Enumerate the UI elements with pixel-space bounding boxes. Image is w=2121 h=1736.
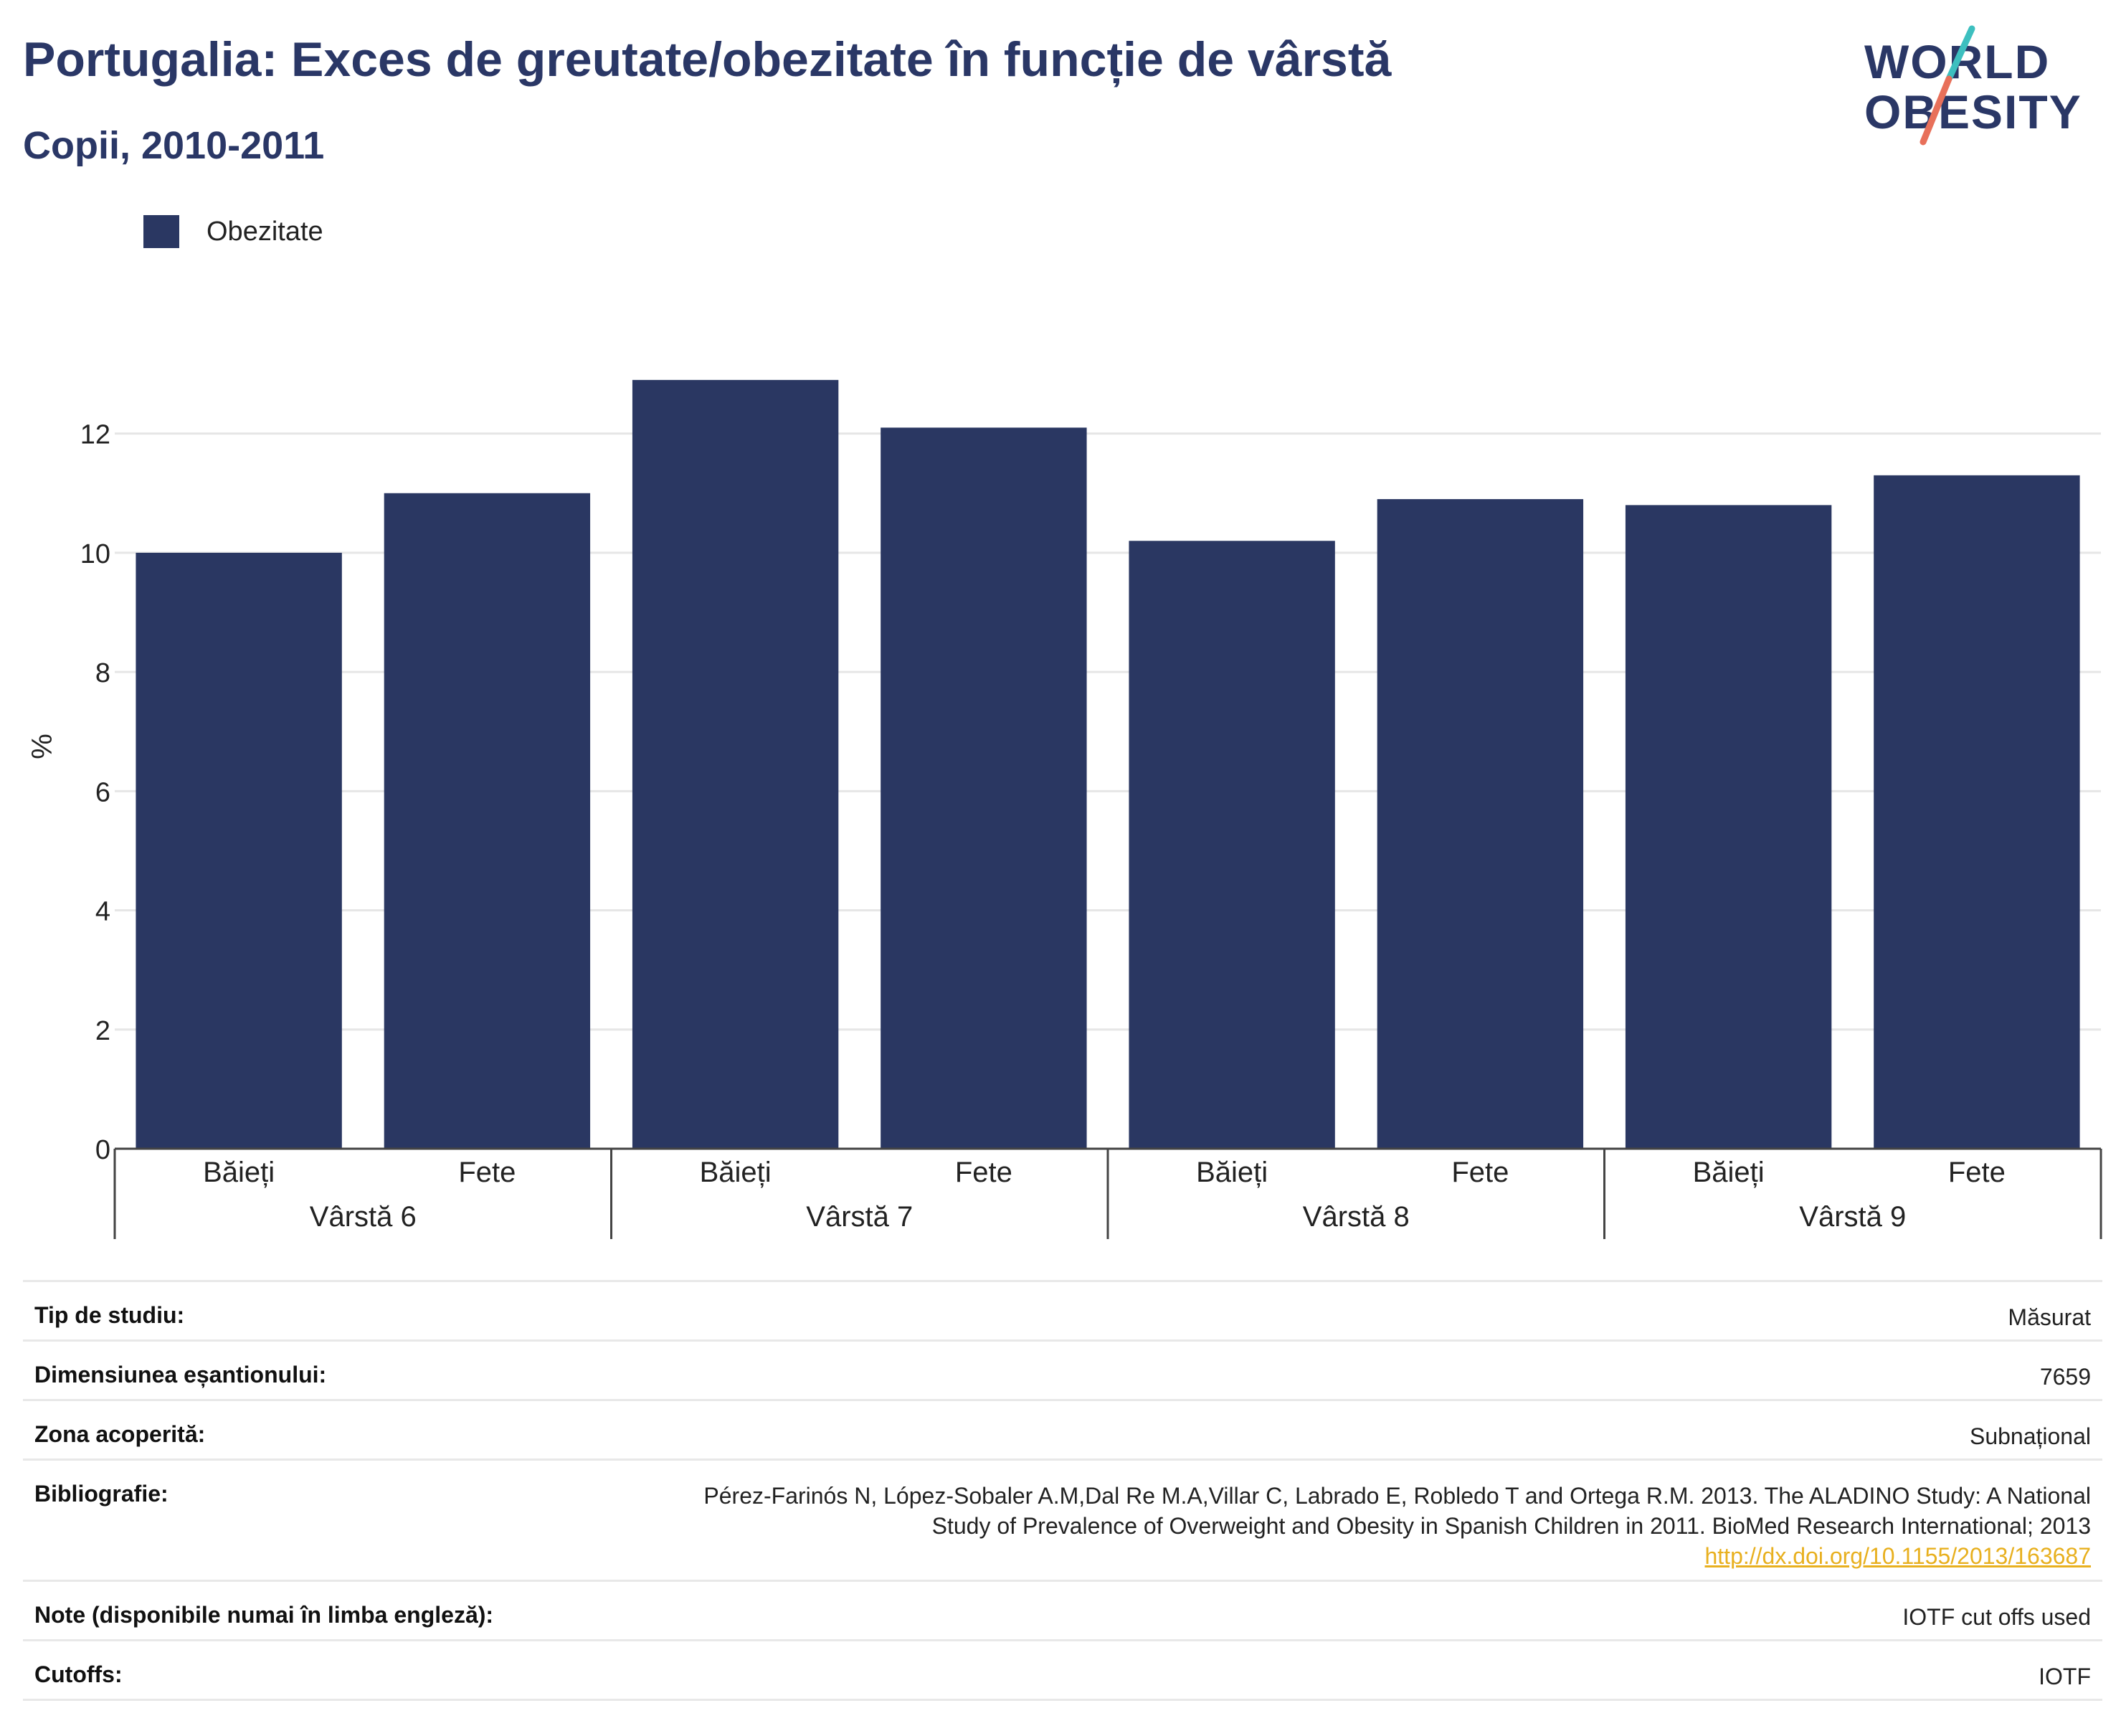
group-label: Vârstă 6	[310, 1201, 417, 1233]
x-tick-label: Băieți	[700, 1157, 772, 1188]
info-value: IOTF	[2039, 1664, 2091, 1689]
info-value: Pérez-Farinós N, López-Sobaler A.M,Dal R…	[703, 1481, 2091, 1571]
info-value: 7659	[2039, 1364, 2091, 1390]
info-label: Note (disponibile numai în limba engleză…	[34, 1602, 494, 1628]
legend-label: Obezitate	[207, 217, 323, 247]
bibliography-line: Pérez-Farinós N, López-Sobaler A.M,Dal R…	[703, 1483, 2091, 1509]
y-tick-label: 6	[95, 777, 110, 807]
info-value: IOTF cut offs used	[1902, 1604, 2091, 1630]
bar	[384, 493, 591, 1149]
info-label: Bibliografie:	[34, 1481, 169, 1507]
bar	[1377, 499, 1584, 1149]
y-tick-label: 12	[80, 420, 110, 450]
x-tick-label: Fete	[1451, 1157, 1509, 1188]
info-row-cutoffs: Cutoffs: IOTF	[23, 1639, 2102, 1701]
info-row-sample-size: Dimensiunea eșantionului: 7659	[23, 1339, 2102, 1399]
bar	[1625, 505, 1832, 1149]
info-value: Subnațional	[1969, 1423, 2091, 1449]
page-title: Portugalia: Exces de greutate/obezitate …	[23, 32, 1392, 87]
group-label: Vârstă 7	[806, 1201, 913, 1233]
y-axis-label: %	[27, 734, 58, 759]
y-tick-label: 0	[95, 1135, 110, 1165]
info-label: Zona acoperită:	[34, 1421, 206, 1447]
info-value: Măsurat	[2008, 1304, 2091, 1330]
info-row-study-type: Tip de studiu: Măsurat	[23, 1280, 2102, 1339]
info-label: Dimensiunea eșantionului:	[34, 1362, 327, 1388]
y-tick-label: 8	[95, 658, 110, 688]
doi-link[interactable]: http://dx.doi.org/10.1155/2013/163687	[1704, 1543, 2091, 1569]
group-label: Vârstă 8	[1303, 1201, 1410, 1233]
info-table: Tip de studiu: Măsurat Dimensiunea eșant…	[23, 1280, 2102, 1701]
logo-slash-icon	[1920, 25, 1975, 146]
bar	[136, 552, 342, 1149]
x-tick-label: Băieți	[203, 1157, 275, 1188]
info-label: Tip de studiu:	[34, 1302, 185, 1328]
y-tick-label: 2	[95, 1016, 110, 1046]
bar	[1129, 541, 1335, 1149]
page-subtitle: Copii, 2010-2011	[23, 124, 325, 167]
info-row-bibliography: Bibliografie: Pérez-Farinós N, López-Sob…	[23, 1458, 2102, 1580]
bar	[881, 427, 1087, 1149]
y-tick-label: 4	[95, 897, 110, 927]
bar	[1874, 475, 2080, 1149]
x-tick-label: Fete	[955, 1157, 1012, 1188]
logo-line-2: OBESITY	[1864, 85, 2082, 138]
group-label: Vârstă 9	[1799, 1201, 1906, 1233]
info-row-notes: Note (disponibile numai în limba engleză…	[23, 1580, 2102, 1639]
x-tick-label: Băieți	[1196, 1157, 1268, 1188]
legend-swatch	[143, 215, 179, 248]
bar-chart: 0 2 4 6 8 10 12% Băieți Fete Băieți Fete Băieți Fete…	[27, 379, 2102, 1239]
x-tick-label: Fete	[1948, 1157, 2006, 1188]
x-tick-label: Fete	[458, 1157, 516, 1188]
x-tick-label: Băieți	[1693, 1157, 1765, 1188]
bibliography-line: Study of Prevalence of Overweight and Ob…	[931, 1513, 2091, 1539]
y-tick-label: 10	[80, 539, 110, 569]
bar	[632, 379, 839, 1149]
world-obesity-logo: WORLD OBESITY	[1864, 22, 2101, 151]
info-row-area: Zona acoperită: Subnațional	[23, 1399, 2102, 1458]
info-label: Cutoffs:	[34, 1661, 123, 1687]
